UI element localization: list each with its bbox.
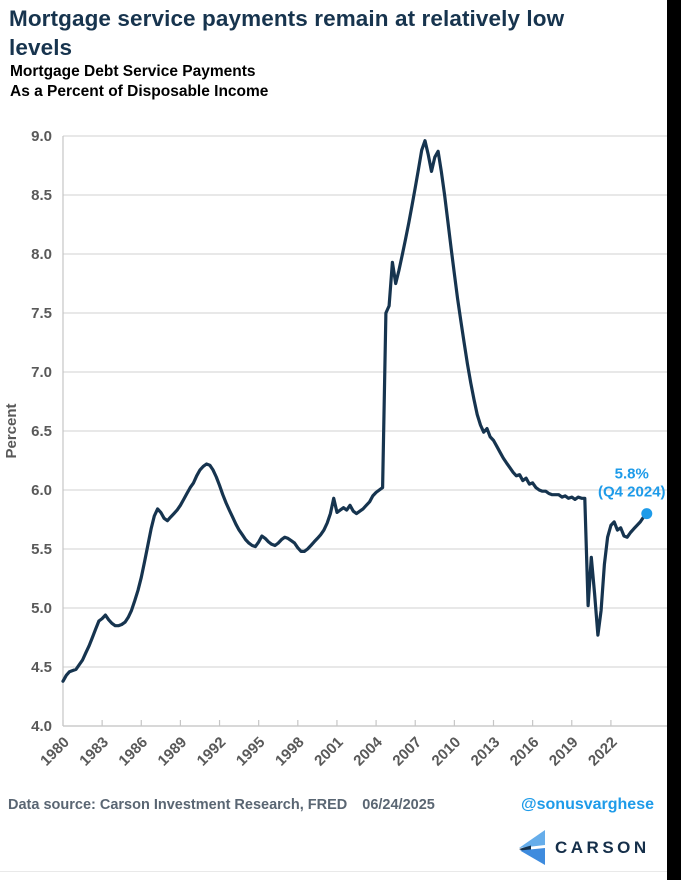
- latest-value-date-label: (Q4 2024): [598, 484, 666, 501]
- y-tick-label: 7.5: [31, 305, 52, 322]
- carson-logo: CARSON: [517, 830, 650, 866]
- carson-logo-text: CARSON: [555, 838, 650, 857]
- y-axis-label: Percent: [3, 403, 20, 458]
- footer-date: 06/24/2025: [362, 797, 435, 813]
- x-tick-label: 2004: [350, 733, 386, 769]
- chart-title: Mortgage Debt Service Payments As a Perc…: [10, 62, 268, 102]
- data-line: [61, 139, 649, 683]
- x-tick-label: 1983: [76, 734, 112, 770]
- x-tick-label: 1995: [233, 734, 269, 770]
- x-tick-label: 1989: [155, 734, 191, 770]
- y-tick-label: 5.5: [31, 541, 52, 558]
- x-tick-label: 2010: [429, 734, 465, 770]
- x-tick-label: 2016: [507, 734, 543, 770]
- footer: Data source: Carson Investment Research,…: [8, 796, 654, 814]
- x-tick-label: 2019: [546, 734, 582, 770]
- x-tick-label: 1998: [272, 734, 308, 770]
- y-tick-label: 6.5: [31, 423, 52, 440]
- latest-point-marker: [641, 508, 653, 520]
- y-tick-label: 8.0: [31, 246, 52, 263]
- y-tick-label: 5.0: [31, 600, 52, 617]
- y-tick-label: 9.0: [31, 128, 52, 145]
- data-source-text: Data source: Carson Investment Research,…: [8, 797, 348, 813]
- data-source: Data source: Carson Investment Research,…: [8, 797, 435, 813]
- x-tick-label: 1980: [37, 734, 73, 770]
- y-tick-label: 6.0: [31, 482, 52, 499]
- x-tick-label: 2022: [585, 734, 621, 770]
- carson-logo-icon: [519, 830, 545, 865]
- y-tick-label: 8.5: [31, 187, 52, 204]
- chart-title-line-2: As a Percent of Disposable Income: [10, 82, 269, 100]
- y-tick-label: 4.0: [31, 718, 52, 735]
- page-title: Mortgage service payments remain at rela…: [9, 6, 565, 60]
- x-tick-label: 2013: [468, 734, 504, 770]
- right-black-strip: [667, 0, 681, 880]
- social-handle: @sonusvarghese: [521, 796, 654, 813]
- chart-title-line-1: Mortgage Debt Service Payments: [10, 63, 256, 80]
- x-tick-label: 1986: [115, 734, 151, 770]
- x-tick-label: 2007: [389, 734, 425, 770]
- x-tick-label: 2001: [311, 734, 347, 770]
- bottom-hairline: [0, 871, 667, 872]
- y-tick-label: 4.5: [31, 659, 52, 676]
- y-tick-label: 7.0: [31, 364, 52, 381]
- x-tick-label: 1992: [194, 734, 230, 770]
- latest-value-label: 5.8%: [615, 466, 649, 483]
